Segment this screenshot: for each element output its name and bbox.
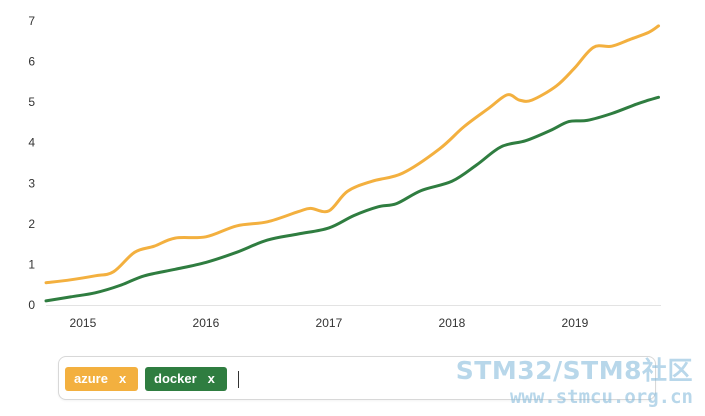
tag-input-bar[interactable]: azure x docker x — [58, 356, 656, 400]
series-line-docker — [44, 95, 660, 303]
y-tick-label: 1 — [28, 257, 35, 271]
y-tick-label: 4 — [28, 136, 35, 150]
x-tick-label: 2015 — [70, 316, 97, 330]
series-line-azure — [44, 24, 660, 285]
x-tick-label: 2016 — [193, 316, 220, 330]
x-tick-label: 2017 — [316, 316, 343, 330]
remove-azure-tag-button[interactable]: x — [118, 371, 127, 386]
remove-docker-tag-button[interactable]: x — [207, 371, 215, 386]
text-cursor — [238, 371, 239, 388]
y-tick-label: 0 — [28, 298, 35, 312]
x-tick-label: 2019 — [562, 316, 589, 330]
line-chart: 0 1 2 3 4 5 6 7 2015 2016 2017 2018 2019 — [28, 14, 661, 330]
y-tick-label: 7 — [28, 14, 35, 28]
tag-docker: docker x — [145, 367, 227, 391]
chart-axes: 0 1 2 3 4 5 6 7 2015 2016 2017 2018 2019 — [28, 14, 661, 330]
tag-label-docker: docker — [154, 371, 197, 386]
y-tick-label: 5 — [28, 95, 35, 109]
tag-azure: azure x — [65, 367, 138, 391]
y-tick-label: 2 — [28, 217, 35, 231]
x-tick-label: 2018 — [439, 316, 466, 330]
chart-series — [44, 24, 660, 303]
y-tick-label: 6 — [28, 55, 35, 69]
tag-label-azure: azure — [74, 371, 108, 386]
y-tick-label: 3 — [28, 176, 35, 190]
